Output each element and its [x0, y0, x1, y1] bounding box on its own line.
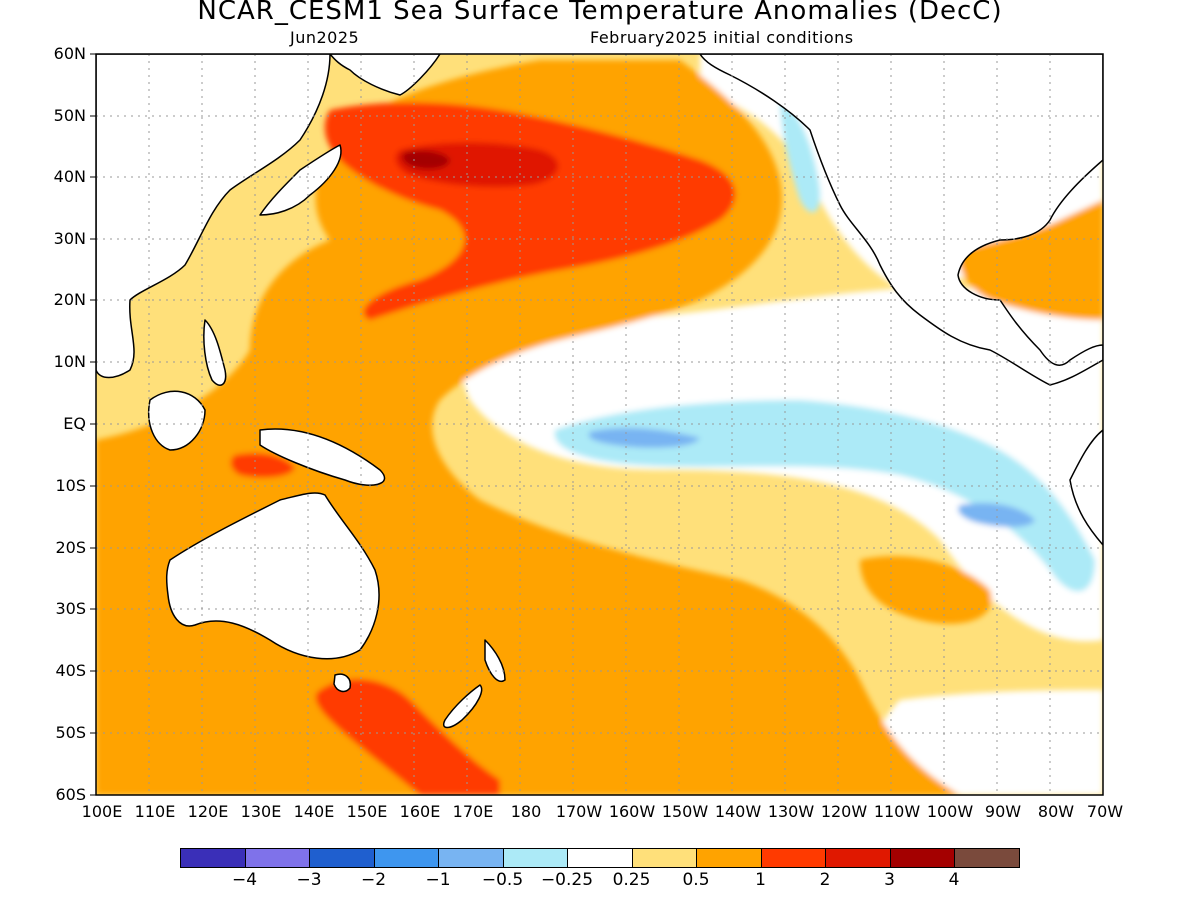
forecast-month: Jun2025: [290, 28, 360, 47]
lat-label: 50N: [53, 106, 86, 125]
lon-label: 100W: [926, 802, 974, 821]
lon-label: 150W: [661, 802, 709, 821]
colorbar-label: 3: [884, 870, 895, 890]
colorbar-label: −0.5: [481, 870, 524, 890]
colorbar-swatch: [825, 848, 891, 868]
lon-label: 170W: [555, 802, 603, 821]
strong-warm-area-indonesia: [230, 453, 295, 478]
lat-label: 60N: [53, 44, 86, 63]
colorbar-label: −3: [296, 870, 322, 890]
colorbar-label: −2: [360, 870, 387, 890]
lat-label: 30N: [53, 229, 86, 248]
colorbar-swatch: [889, 848, 955, 868]
warm-area-gulf-atlantic: [959, 200, 1103, 320]
lat-label: 50S: [55, 723, 86, 742]
land-south-america: [1069, 429, 1103, 546]
land-masses: [96, 54, 1103, 729]
colorbar-label: 0.5: [682, 870, 710, 890]
warm-area-southeast-pacific: [860, 556, 992, 624]
lat-label: 10N: [53, 352, 86, 371]
colorbar-swatch: [567, 848, 633, 868]
lat-label: 10S: [55, 476, 86, 495]
lat-label: 60S: [55, 785, 86, 804]
lon-label: 80W: [1037, 802, 1075, 821]
lon-label: 110W: [873, 802, 921, 821]
lon-label: 110E: [134, 802, 176, 821]
lat-label: 20N: [53, 290, 86, 309]
lon-label: 170E: [452, 802, 494, 821]
lat-label: 40S: [55, 661, 86, 680]
land-kamchatka: [329, 54, 441, 96]
strong-warm-area-tasman: [315, 679, 500, 795]
lon-label: 140W: [714, 802, 762, 821]
colorbar-label: −0.25: [540, 870, 594, 890]
lat-lon-grid: [96, 54, 1103, 795]
land-north-america: [699, 54, 1103, 386]
land-tasmania: [333, 673, 352, 693]
lon-label: 70W: [1086, 802, 1124, 821]
cool-area-california: [780, 100, 821, 213]
lon-label: 180: [510, 802, 542, 821]
land-australia: [165, 492, 380, 660]
colorbar-label: 0.25: [612, 870, 651, 890]
lon-label: 120E: [187, 802, 229, 821]
colorbar-swatch: [502, 848, 568, 868]
colorbar-swatch: [373, 848, 439, 868]
land-asia: [96, 54, 331, 379]
colorbar-label: −4: [231, 870, 258, 890]
colorbar-swatch: [244, 848, 310, 868]
extreme-warm-core: [402, 150, 450, 170]
colorbar-label: 1: [755, 870, 766, 890]
lon-label: 130W: [767, 802, 815, 821]
lon-label: 130E: [240, 802, 282, 821]
colorbar-swatch: [954, 848, 1020, 868]
lon-label: 90W: [984, 802, 1022, 821]
colorbar-swatch: [438, 848, 504, 868]
initial-conditions: February2025 initial conditions: [590, 28, 854, 47]
lat-label: 20S: [55, 538, 86, 557]
cool-core-equatorial: [588, 428, 700, 448]
map-title: NCAR_CESM1 Sea Surface Temperature Anoma…: [197, 0, 1003, 26]
lat-label: 30S: [55, 599, 86, 618]
lon-label: 160W: [608, 802, 656, 821]
colorbar-label: 2: [819, 870, 831, 890]
lon-label: 100E: [81, 802, 123, 821]
lon-label: 140E: [293, 802, 335, 821]
axis-ticks: [90, 53, 96, 796]
colorbar-label: 4: [948, 870, 960, 890]
colorbar-swatch: [696, 848, 762, 868]
cool-core-peru: [958, 503, 1035, 527]
land-new-guinea: [259, 428, 386, 486]
colorbar-swatch: [180, 848, 246, 868]
cool-tongue-equatorial-pacific: [554, 400, 1095, 592]
lat-label: 40N: [53, 167, 86, 186]
colorbar-label: −1: [425, 870, 451, 890]
land-new-zealand-south: [443, 684, 483, 729]
lon-label: 150E: [346, 802, 388, 821]
lat-label: EQ: [63, 414, 86, 433]
colorbar-swatch: [760, 848, 826, 868]
lon-label: 160E: [399, 802, 441, 821]
land-philippines: [203, 319, 227, 386]
colorbar-swatch: [631, 848, 697, 868]
land-japan: [259, 144, 342, 216]
lon-label: 120W: [820, 802, 868, 821]
colorbar-swatch: [309, 848, 375, 868]
land-borneo: [148, 390, 206, 451]
